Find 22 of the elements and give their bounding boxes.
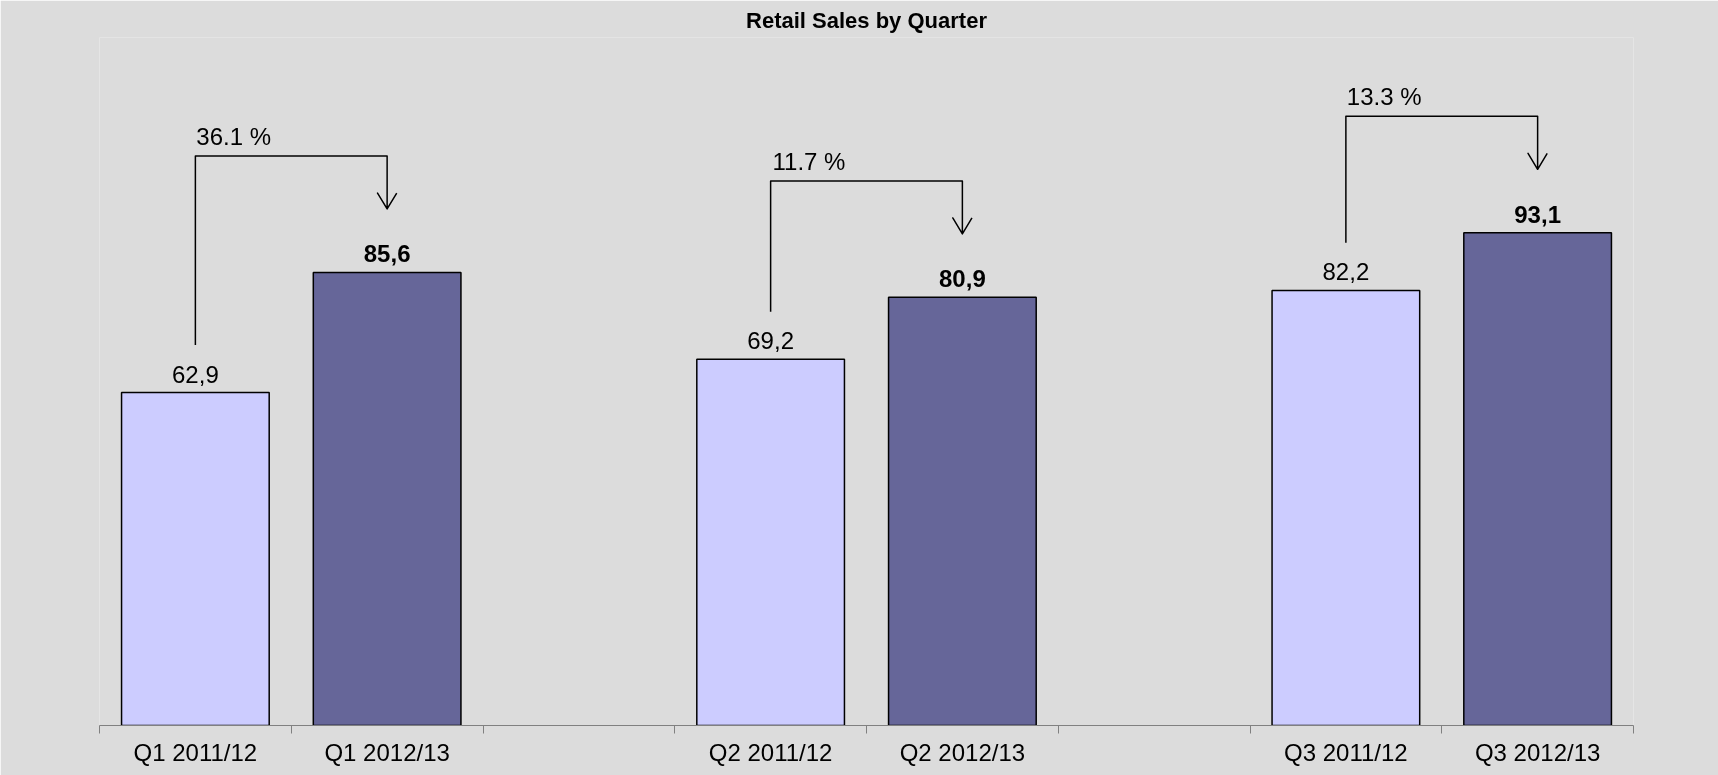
data-label: 80,9 bbox=[939, 265, 986, 293]
x-tick-label: Q2 2012/13 bbox=[899, 738, 1026, 766]
annotation: 13.3 % bbox=[1346, 83, 1422, 111]
bar bbox=[312, 271, 462, 726]
data-label: 82,2 bbox=[1322, 258, 1370, 286]
x-tick-label: Q3 2012/13 bbox=[1474, 738, 1601, 766]
bar bbox=[887, 296, 1037, 726]
x-tick-label: Q1 2012/13 bbox=[324, 738, 450, 766]
bar bbox=[1463, 232, 1613, 726]
chart-title: Retail Sales by Quarter bbox=[746, 7, 988, 33]
data-label: 69,2 bbox=[747, 327, 794, 355]
data-label: 85,6 bbox=[363, 240, 411, 268]
data-label: 93,1 bbox=[1514, 200, 1561, 228]
bar bbox=[696, 358, 846, 726]
bar bbox=[1271, 289, 1421, 726]
annotation: 36.1 % bbox=[196, 123, 272, 151]
annotation: 11.7 % bbox=[772, 147, 846, 175]
x-tick-label: Q2 2011/12 bbox=[708, 738, 833, 766]
x-tick-label: Q3 2011/12 bbox=[1284, 738, 1408, 766]
x-tick-label: Q1 2011/12 bbox=[133, 738, 258, 766]
bar bbox=[120, 391, 270, 726]
data-label: 62,9 bbox=[172, 360, 219, 388]
